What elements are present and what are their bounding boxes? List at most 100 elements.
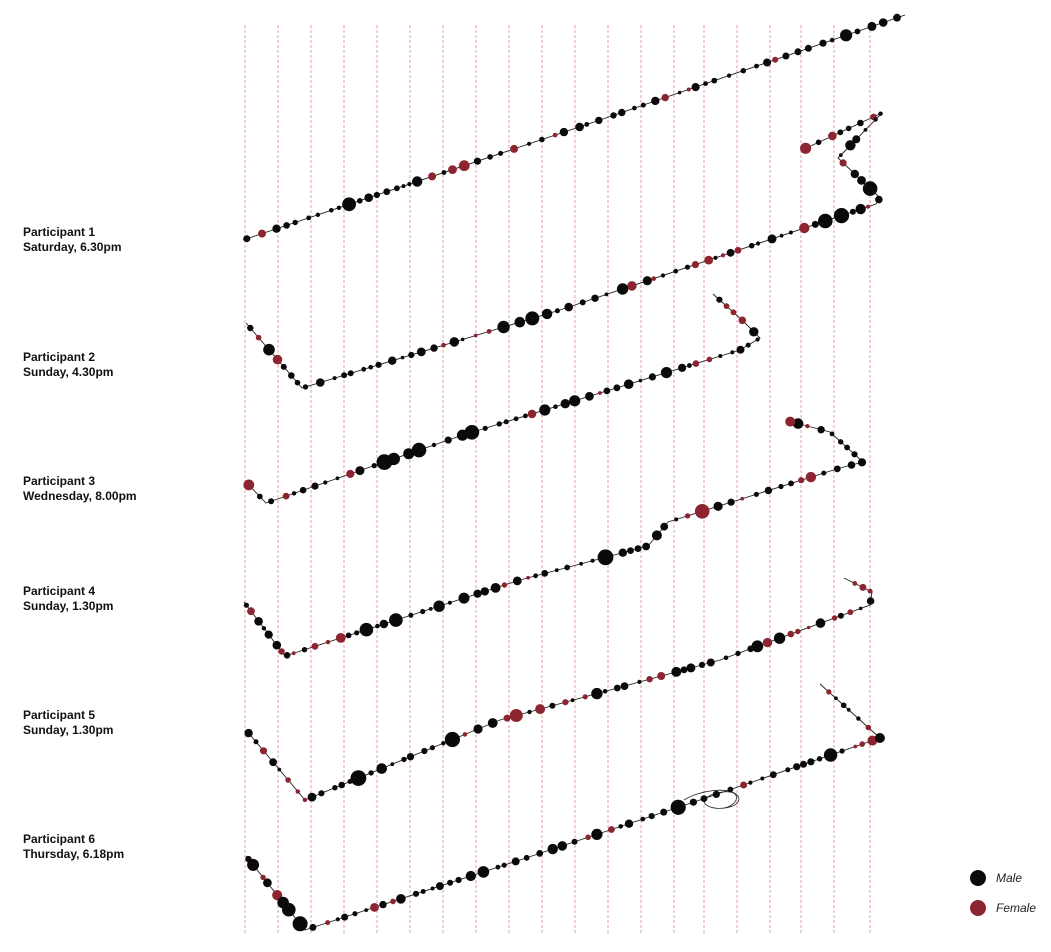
encounter-dot-p1-33 (610, 112, 617, 119)
encounter-dot-p3-16 (431, 442, 437, 448)
encounter-dot-p2-38 (660, 273, 666, 278)
encounter-dot-p3-14 (403, 448, 415, 460)
encounter-dot-p2-47 (554, 308, 560, 314)
encounter-dot-p5-50 (762, 637, 773, 648)
encounter-dot-p6-1 (247, 858, 260, 871)
encounter-dot-p4-22 (433, 600, 445, 612)
encounter-dot-p2-43 (604, 292, 609, 297)
encounter-dot-p6-59 (859, 741, 865, 747)
encounter-dot-p6-55 (816, 756, 823, 762)
encounter-dot-p3-25 (527, 409, 537, 419)
encounter-dot-p1-30 (575, 122, 584, 132)
encounter-dot-p6-16 (390, 898, 396, 905)
encounter-dot-p6-27 (501, 862, 507, 868)
encounter-dot-p5-3 (269, 758, 277, 767)
encounter-dot-p3-2 (268, 498, 275, 505)
male-dot-icon (970, 870, 986, 886)
encounter-dot-p3-29 (569, 395, 581, 407)
encounter-dot-p6-64 (846, 707, 851, 712)
encounter-dot-p6-57 (839, 748, 845, 754)
encounter-dot-p3-1 (256, 493, 263, 500)
encounter-dot-p4-10 (311, 642, 319, 650)
encounter-dot-p1-43 (711, 77, 718, 84)
encounter-dot-p2-69 (302, 384, 309, 390)
encounter-dot-p3-45 (745, 342, 751, 348)
participant-name: Participant 3 (23, 474, 96, 488)
encounter-dot-p2-63 (368, 364, 374, 370)
encounter-dot-p6-58 (853, 744, 858, 749)
encounter-dot-p1-50 (794, 48, 802, 56)
encounter-dot-p2-66 (341, 372, 348, 379)
encounter-dot-p2-51 (497, 320, 510, 334)
encounter-dot-p4-16 (375, 623, 380, 629)
encounter-dot-p3-4 (291, 491, 297, 496)
encounter-dot-p2-29 (748, 242, 755, 249)
encounter-dot-p4-18 (389, 613, 403, 627)
encounter-dot-p1-20 (448, 165, 457, 175)
encounter-dot-p5-0 (244, 728, 253, 738)
encounter-dot-p6-19 (420, 889, 426, 894)
encounter-dot-p2-9 (863, 127, 868, 132)
encounter-dot-p2-0 (800, 142, 812, 154)
encounter-dot-p3-48 (738, 316, 747, 325)
encounter-dot-p5-14 (368, 770, 374, 776)
encounter-dot-p4-62 (838, 439, 844, 445)
encounter-dot-p2-3 (837, 129, 844, 136)
encounter-dot-p5-43 (686, 663, 696, 673)
encounter-dot-p5-13 (350, 770, 367, 786)
encounter-dot-p3-27 (553, 404, 558, 410)
encounter-dot-p1-12 (373, 191, 380, 199)
encounter-dot-p2-73 (272, 354, 283, 365)
encounter-dot-p1-8 (336, 205, 342, 210)
participant-name: Participant 5 (23, 708, 96, 722)
encounter-dot-p5-22 (444, 731, 460, 748)
encounter-dot-p2-53 (473, 333, 478, 338)
participant-time: Sunday, 1.30pm (23, 599, 114, 613)
encounter-dot-p6-12 (352, 911, 358, 917)
encounter-dot-p5-16 (390, 762, 395, 767)
encounter-dot-p5-15 (376, 763, 388, 774)
participant-label-6: Participant 6 Thursday, 6.18pm (23, 832, 124, 862)
encounter-dot-p2-19 (855, 203, 866, 215)
encounter-dot-p1-2 (272, 224, 281, 233)
encounter-dot-p4-14 (354, 630, 360, 636)
encounter-dot-p5-6 (295, 789, 301, 794)
legend-label: Male (996, 871, 1023, 885)
encounter-dot-p5-27 (509, 709, 523, 722)
encounter-dot-p6-35 (591, 828, 603, 841)
encounter-dot-p4-39 (627, 547, 634, 554)
encounter-dot-p6-41 (660, 808, 668, 816)
participant-name: Participant 1 (23, 225, 96, 239)
encounter-dot-p1-11 (364, 193, 374, 202)
encounter-dot-p1-24 (498, 150, 504, 156)
encounter-dot-p4-52 (778, 483, 784, 490)
encounter-dot-p3-51 (716, 296, 723, 303)
encounter-dot-p5-18 (406, 753, 415, 761)
encounter-dot-p4-51 (764, 486, 773, 495)
encounter-dot-p4-17 (379, 619, 389, 629)
encounter-dot-p2-71 (288, 372, 295, 379)
encounter-dot-p1-23 (487, 154, 493, 160)
encounter-dot-p4-66 (792, 418, 804, 429)
encounter-dot-p6-32 (557, 841, 568, 851)
encounter-dot-p3-8 (335, 476, 340, 481)
encounter-dot-p2-44 (591, 294, 599, 302)
encounter-dot-p3-36 (648, 373, 657, 381)
encounter-dot-p5-42 (680, 666, 688, 674)
encounter-dot-p5-51 (773, 632, 786, 644)
encounter-dot-p3-31 (598, 391, 602, 395)
encounter-dot-p2-50 (514, 316, 526, 328)
encounter-dot-p5-26 (503, 714, 511, 722)
encounter-dot-p2-5 (857, 119, 864, 127)
encounter-dot-p1-58 (893, 13, 901, 22)
encounter-dot-p2-49 (525, 311, 540, 326)
encounter-dot-p5-54 (806, 625, 811, 630)
encounter-dot-p3-40 (692, 360, 700, 367)
encounter-dot-p6-38 (624, 819, 634, 828)
encounter-dot-p5-61 (867, 588, 873, 594)
encounter-dot-p1-3 (283, 222, 290, 229)
encounter-dot-p5-35 (602, 689, 608, 694)
encounter-dot-p6-23 (455, 876, 462, 884)
encounter-dot-p4-41 (642, 542, 650, 551)
